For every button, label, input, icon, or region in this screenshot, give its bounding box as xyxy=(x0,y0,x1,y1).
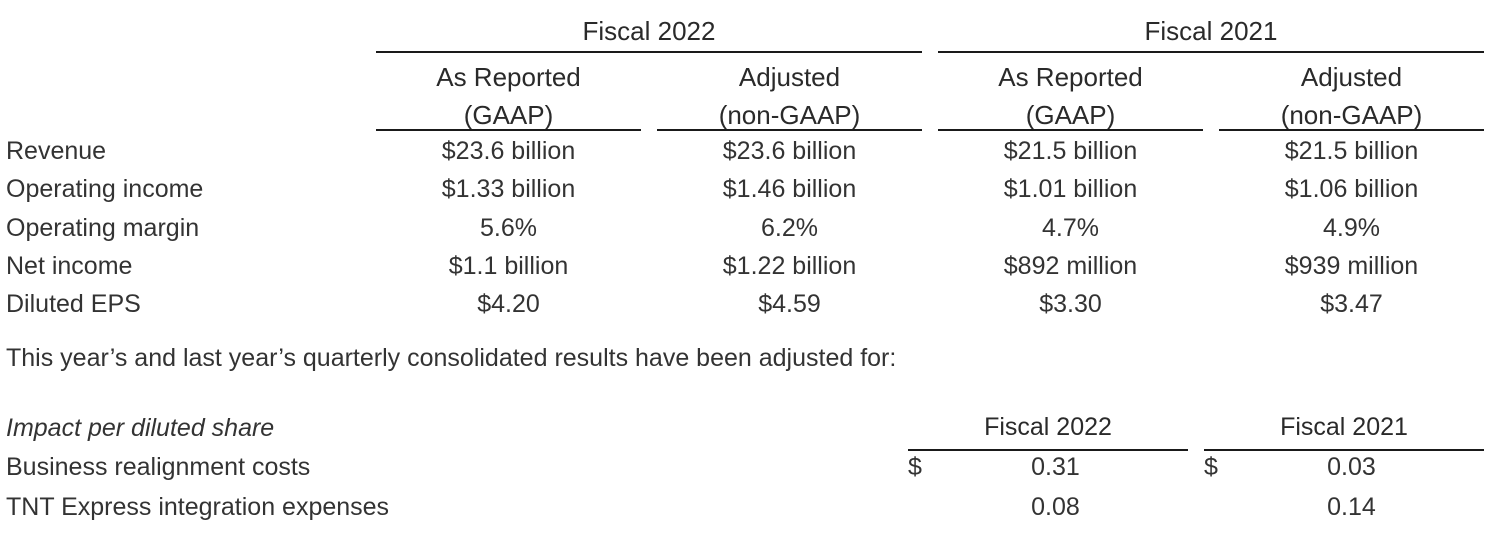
table-cell: $1.01 billion xyxy=(1003,175,1138,203)
period-rule-2021 xyxy=(938,51,1484,53)
table-cell: 0.31 xyxy=(1031,453,1080,481)
column-rule-1 xyxy=(376,129,641,131)
period-rule-2022 xyxy=(376,51,922,53)
column-rule-2 xyxy=(657,129,922,131)
currency-symbol: $ xyxy=(908,453,922,481)
table-cell: $1.33 billion xyxy=(441,175,576,203)
impact-rule-2021 xyxy=(1204,449,1484,451)
period-header-fiscal-2021: Fiscal 2021 xyxy=(1144,16,1278,46)
table-cell: 4.9% xyxy=(1323,214,1380,242)
column-header-nongaap-2021: Adjusted (non-GAAP) xyxy=(1280,62,1423,130)
table-cell: $1.1 billion xyxy=(448,252,569,280)
table-cell: 0.08 xyxy=(1031,493,1080,521)
impact-period-header-2022: Fiscal 2022 xyxy=(984,413,1112,441)
table-cell: $4.59 xyxy=(758,290,821,318)
column-header-gaap-2021: As Reported (GAAP) xyxy=(998,62,1143,130)
table-cell: $3.30 xyxy=(1039,290,1102,318)
table-cell: $892 million xyxy=(1003,252,1138,280)
table-cell: 4.7% xyxy=(1042,214,1099,242)
impact-table-title: Impact per diluted share xyxy=(6,414,275,442)
table-cell: $3.47 xyxy=(1320,290,1383,318)
table-cell: 5.6% xyxy=(480,214,537,242)
table-cell: $21.5 billion xyxy=(1284,137,1419,165)
row-label: Operating margin xyxy=(6,214,200,242)
column-header-gaap-2022: As Reported (GAAP) xyxy=(436,62,581,130)
period-header-fiscal-2022: Fiscal 2022 xyxy=(582,16,716,46)
table-cell: $1.06 billion xyxy=(1284,175,1419,203)
currency-symbol: $ xyxy=(1204,453,1218,481)
row-label: Operating income xyxy=(6,175,204,203)
table-cell: $21.5 billion xyxy=(1003,137,1138,165)
row-label: Net income xyxy=(6,252,133,280)
table-cell: 0.14 xyxy=(1327,493,1376,521)
table-cell: $1.46 billion xyxy=(722,175,857,203)
column-rule-3 xyxy=(938,129,1203,131)
table-cell: 0.03 xyxy=(1327,453,1376,481)
row-label: Diluted EPS xyxy=(6,290,141,318)
column-rule-4 xyxy=(1219,129,1484,131)
column-header-nongaap-2022: Adjusted (non-GAAP) xyxy=(718,62,861,130)
row-label: Business realignment costs xyxy=(6,453,311,481)
table-cell: $23.6 billion xyxy=(441,137,576,165)
table-cell: 6.2% xyxy=(761,214,818,242)
table-cell: $4.20 xyxy=(477,290,540,318)
table-cell: $939 million xyxy=(1284,252,1419,280)
impact-rule-2022 xyxy=(908,449,1188,451)
impact-period-header-2021: Fiscal 2021 xyxy=(1280,413,1408,441)
table-cell: $23.6 billion xyxy=(722,137,857,165)
row-label: Revenue xyxy=(6,137,107,165)
table-cell: $1.22 billion xyxy=(722,252,857,280)
adjustment-note: This year’s and last year’s quarterly co… xyxy=(6,344,897,372)
row-label: TNT Express integration expenses xyxy=(6,493,390,521)
